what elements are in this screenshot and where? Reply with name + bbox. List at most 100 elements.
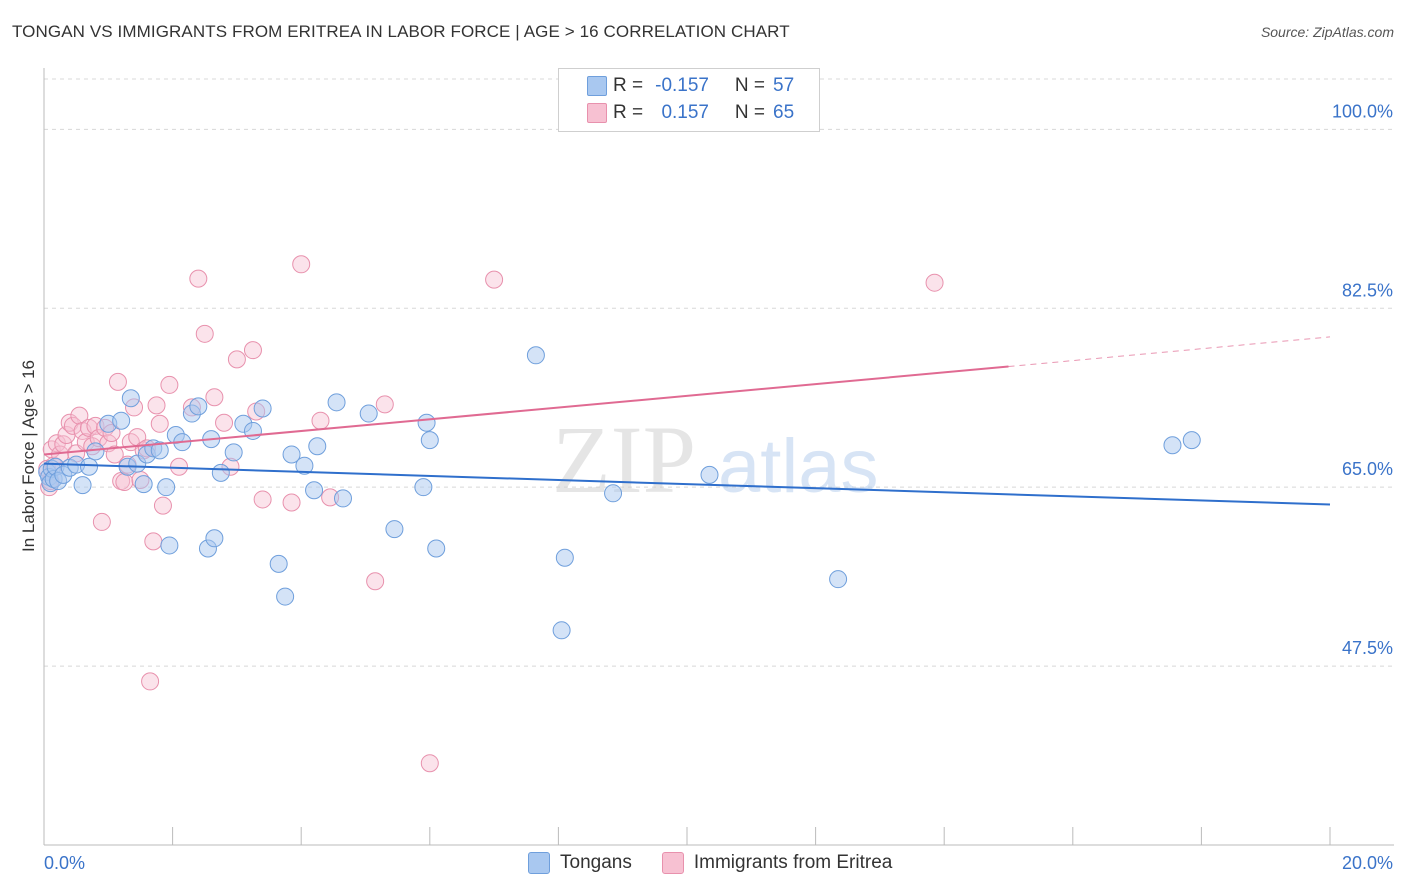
data-point-eritrea: [144, 532, 163, 551]
data-point-tongans: [205, 529, 224, 548]
legend-r-value: -0.157: [655, 75, 709, 96]
data-point-tongans: [86, 442, 105, 461]
legend-swatch-eritrea: [587, 103, 607, 123]
data-point-eritrea: [420, 754, 439, 773]
data-point-eritrea: [108, 372, 127, 391]
tick-labels: 100.0% 82.5% 65.0% 47.5% 0.0% 20.0%: [44, 101, 1393, 873]
legend-swatch-tongans: [587, 76, 607, 96]
data-point-eritrea: [292, 255, 311, 274]
watermark: ZIP atlas: [552, 406, 879, 513]
x-tick-label: 20.0%: [1342, 853, 1393, 873]
legend-item-tongans[interactable]: Tongans: [528, 852, 632, 874]
data-point-tongans: [305, 481, 324, 500]
data-point-tongans: [414, 478, 433, 497]
correlation-legend: R = -0.157 N = 57 R = 0.157 N = 65: [558, 68, 820, 132]
legend-label-tongans: Tongans: [560, 852, 632, 873]
grid-lines: [44, 78, 1394, 667]
data-point-tongans: [1163, 436, 1182, 455]
legend-row-eritrea: R = 0.157 N = 65: [587, 101, 795, 125]
y-tick-label: 100.0%: [1332, 101, 1393, 121]
data-point-eritrea: [170, 457, 189, 476]
data-point-tongans: [73, 476, 92, 495]
data-point-tongans: [80, 457, 99, 476]
data-point-tongans: [269, 554, 288, 573]
data-point-tongans: [700, 465, 719, 484]
data-point-tongans: [1182, 431, 1201, 450]
data-point-eritrea: [150, 414, 169, 433]
data-point-eritrea: [63, 416, 82, 435]
series-eritrea-points: [38, 255, 944, 773]
y-tick-label: 47.5%: [1342, 638, 1393, 658]
data-point-tongans: [150, 441, 169, 460]
data-point-tongans: [526, 346, 545, 365]
data-point-tongans: [385, 520, 404, 539]
data-point-tongans: [308, 437, 327, 456]
data-point-eritrea: [195, 324, 214, 343]
chart-title: TONGAN VS IMMIGRANTS FROM ERITREA IN LAB…: [12, 22, 790, 41]
series-legend: Tongans Immigrants from Eritrea: [528, 852, 922, 874]
trend-line-eritrea: [43, 365, 1009, 456]
data-point-eritrea: [253, 490, 272, 509]
data-point-tongans: [157, 478, 176, 497]
data-point-eritrea: [375, 395, 394, 414]
data-point-tongans: [224, 443, 243, 462]
watermark-zip: ZIP: [552, 406, 696, 513]
data-point-eritrea: [189, 269, 208, 288]
watermark-atlas: atlas: [718, 424, 879, 509]
data-point-tongans: [555, 548, 574, 567]
data-point-tongans: [417, 413, 436, 432]
data-point-eritrea: [160, 375, 179, 394]
data-point-eritrea: [105, 445, 124, 464]
legend-swatch-tongans: [528, 852, 550, 874]
data-point-eritrea: [60, 413, 79, 432]
trend-lines: [43, 336, 1331, 506]
data-point-tongans: [427, 539, 446, 558]
legend-label-eritrea: Immigrants from Eritrea: [693, 852, 893, 873]
data-point-eritrea: [205, 388, 224, 407]
legend-n-value: 65: [773, 102, 795, 123]
data-point-eritrea: [311, 411, 330, 430]
data-point-eritrea: [147, 396, 166, 415]
data-point-tongans: [359, 404, 378, 423]
data-point-tongans: [211, 463, 230, 482]
data-point-eritrea: [485, 270, 504, 289]
data-point-tongans: [253, 399, 272, 418]
source-label: Source: ZipAtlas.com: [1260, 24, 1394, 40]
data-point-eritrea: [925, 273, 944, 292]
data-point-eritrea: [115, 473, 134, 492]
data-point-eritrea: [141, 672, 160, 691]
y-tick-label: 82.5%: [1342, 280, 1393, 300]
trend-line-eritrea-extension: [1008, 336, 1331, 368]
legend-n-label: N =: [734, 75, 765, 96]
data-point-eritrea: [92, 512, 111, 531]
series-tongans-points: [38, 346, 1201, 640]
data-point-tongans: [189, 397, 208, 416]
legend-swatch-eritrea: [661, 852, 684, 874]
data-point-eritrea: [70, 406, 89, 425]
data-point-eritrea: [366, 572, 385, 591]
legend-r-label: R =: [613, 75, 644, 96]
legend-row-tongans: R = -0.157 N = 57: [587, 74, 795, 98]
data-point-eritrea: [282, 493, 301, 512]
data-point-tongans: [112, 411, 131, 430]
legend-item-eritrea[interactable]: Immigrants from Eritrea: [661, 852, 893, 874]
legend-n-value: 57: [773, 75, 795, 96]
data-point-eritrea: [153, 496, 172, 515]
legend-r-label: R =: [613, 102, 644, 123]
y-axis-label: In Labor Force | Age > 16: [19, 360, 38, 552]
data-point-tongans: [160, 536, 179, 555]
legend-n-label: N =: [734, 102, 765, 123]
data-point-tongans: [552, 621, 571, 640]
data-point-tongans: [420, 431, 439, 450]
data-point-tongans: [604, 484, 623, 503]
trend-line-tongans: [43, 462, 1331, 506]
data-point-tongans: [276, 587, 295, 606]
data-point-tongans: [134, 475, 153, 494]
data-point-tongans: [282, 445, 301, 464]
legend-r-value: 0.157: [661, 102, 709, 123]
y-tick-label: 65.0%: [1342, 459, 1393, 479]
data-point-tongans: [121, 389, 140, 408]
data-point-eritrea: [215, 413, 234, 432]
data-point-tongans: [829, 570, 848, 589]
